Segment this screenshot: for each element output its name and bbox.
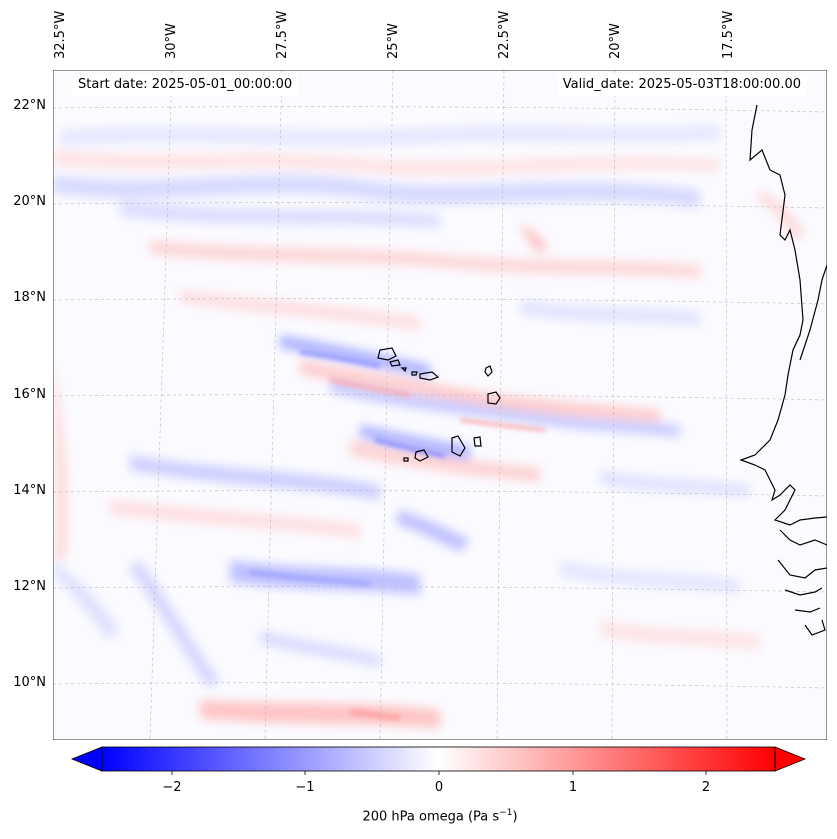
lat-label: 12°N bbox=[13, 579, 46, 594]
colorbar bbox=[70, 746, 807, 775]
coastlines bbox=[377, 104, 827, 636]
lon-label: 30°W bbox=[164, 23, 179, 59]
lat-label: 14°N bbox=[13, 483, 46, 498]
colorbar-tick-label: 0 bbox=[434, 780, 444, 795]
colorbar-tick-label: 2 bbox=[701, 780, 711, 795]
colorbar-extend-min bbox=[70, 746, 103, 772]
lon-label: 22.5°W bbox=[497, 10, 512, 59]
valid-date-label: Valid_date: 2025-05-03T18:00:00.00 bbox=[556, 74, 807, 96]
colorbar-label-end: ) bbox=[512, 809, 518, 825]
colorbar-tick-label: −2 bbox=[162, 780, 182, 795]
colorbar-label-main: 200 hPa omega (Pa s bbox=[362, 809, 500, 825]
start-date-label: Start date: 2025-05-01_00:00:00 bbox=[72, 74, 299, 96]
lat-label: 20°N bbox=[13, 194, 46, 209]
lon-label: 27.5°W bbox=[275, 10, 290, 59]
colorbar-tick-label: −1 bbox=[295, 780, 315, 795]
colorbar-label: 200 hPa omega (Pa s−1) bbox=[0, 808, 837, 824]
lat-label: 18°N bbox=[13, 290, 46, 305]
omega-field bbox=[53, 125, 805, 728]
lat-label: 22°N bbox=[13, 98, 46, 113]
colorbar-extend-max bbox=[774, 746, 807, 772]
lon-label: 32.5°W bbox=[53, 10, 68, 59]
colorbar-gradient bbox=[102, 747, 775, 771]
colorbar-label-superscript: −1 bbox=[499, 808, 513, 818]
lat-label: 10°N bbox=[13, 675, 46, 690]
graticule bbox=[53, 70, 827, 740]
map-panel bbox=[53, 70, 827, 740]
lat-label: 16°N bbox=[13, 387, 46, 402]
lon-label: 17.5°W bbox=[721, 10, 736, 59]
lon-label: 20°W bbox=[608, 23, 623, 59]
lon-label: 25°W bbox=[386, 23, 401, 59]
colorbar-tick-label: 1 bbox=[568, 780, 578, 795]
omega-detail bbox=[249, 349, 546, 721]
